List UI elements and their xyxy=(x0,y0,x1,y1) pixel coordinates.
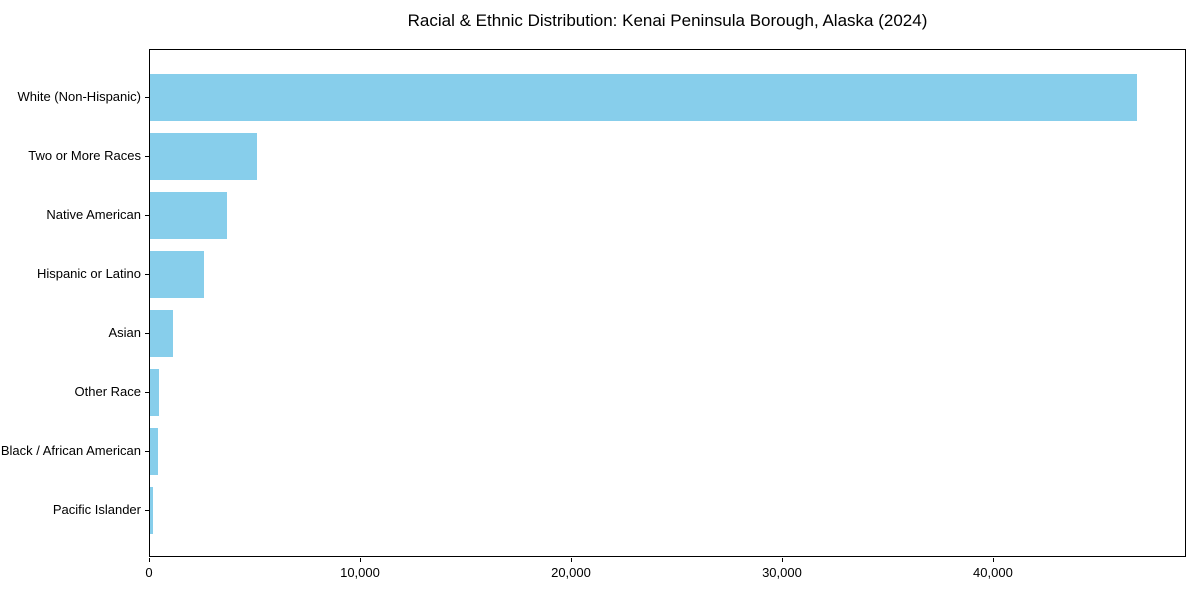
y-tick-mark xyxy=(145,155,149,157)
y-tick-mark xyxy=(145,273,149,275)
plot-area xyxy=(149,49,1186,557)
bar-two-or-more-races xyxy=(150,133,257,180)
bar-white-non-hispanic xyxy=(150,74,1138,121)
x-tick-mark xyxy=(781,558,783,562)
x-tick-mark xyxy=(149,558,150,562)
y-tick-mark xyxy=(145,450,149,452)
y-tick-label: Native American xyxy=(46,207,141,222)
x-tick-label: 0 xyxy=(145,565,153,580)
bar-native-american xyxy=(150,192,227,239)
y-tick-mark xyxy=(145,96,149,98)
y-tick-mark xyxy=(145,332,149,334)
y-tick-label: Asian xyxy=(108,325,141,340)
x-tick-mark xyxy=(992,558,994,562)
y-tick-mark xyxy=(145,391,149,393)
y-tick-label: Pacific Islander xyxy=(52,502,141,517)
bar-hispanic-or-latino xyxy=(150,251,205,298)
bar-black-african-american xyxy=(150,428,158,475)
x-tick-label: 40,000 xyxy=(973,565,1013,580)
bar-asian xyxy=(150,310,173,357)
chart-title: Racial & Ethnic Distribution: Kenai Peni… xyxy=(407,11,928,30)
y-tick-label: White (Non-Hispanic) xyxy=(17,89,141,104)
x-tick-label: 10,000 xyxy=(340,565,380,580)
y-tick-label: Black / African American xyxy=(0,443,141,458)
x-tick-mark xyxy=(359,558,361,562)
bar-pacific-islander xyxy=(150,487,154,534)
x-tick-label: 20,000 xyxy=(551,565,591,580)
y-tick-label: Hispanic or Latino xyxy=(36,266,141,281)
x-tick-mark xyxy=(570,558,572,562)
y-tick-label: Other Race xyxy=(74,384,141,399)
y-tick-mark xyxy=(145,214,149,216)
y-tick-mark xyxy=(145,509,149,511)
y-tick-label: Two or More Races xyxy=(28,148,141,163)
x-tick-label: 30,000 xyxy=(762,565,802,580)
bar-other-race xyxy=(150,369,160,416)
